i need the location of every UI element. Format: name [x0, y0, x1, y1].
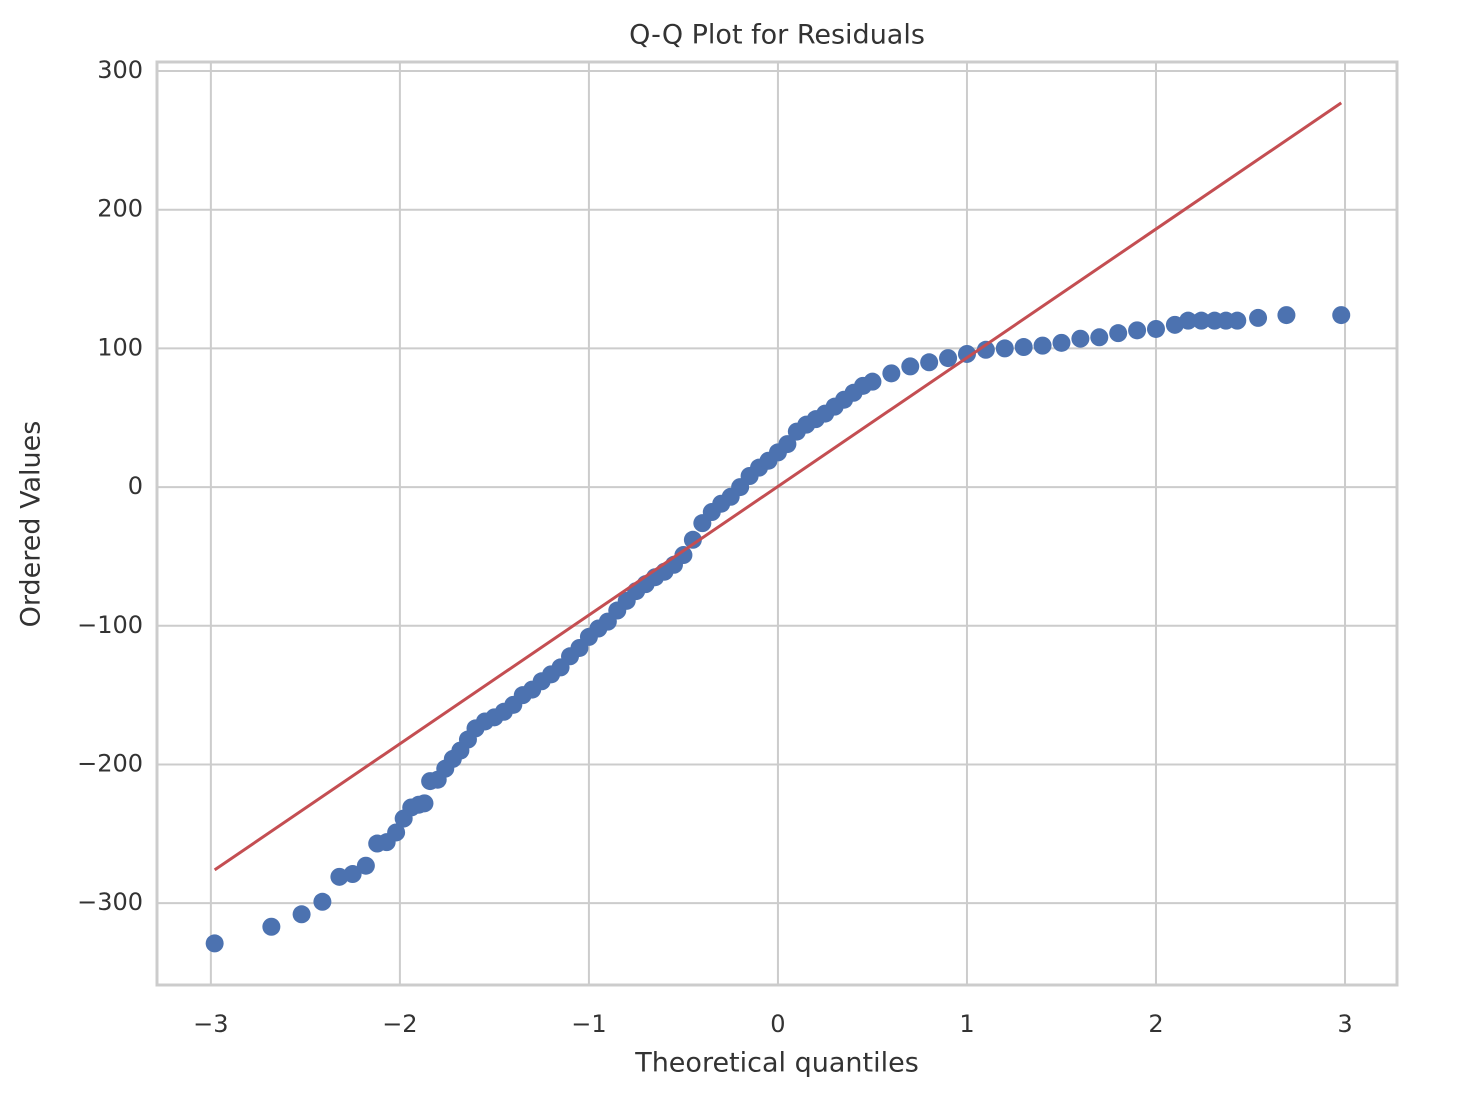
data-point	[205, 934, 224, 953]
data-point	[920, 353, 939, 372]
data-point	[683, 530, 702, 549]
data-point	[387, 823, 406, 842]
data-point	[957, 344, 976, 363]
data-point	[1192, 311, 1211, 330]
y-tick-label: 200	[97, 195, 143, 223]
data-point	[995, 339, 1014, 358]
data-point	[1109, 324, 1128, 343]
y-tick-label: 0	[128, 472, 143, 500]
data-point	[1128, 321, 1147, 340]
data-point	[1033, 336, 1052, 355]
data-point	[292, 905, 311, 924]
x-tick-label: 0	[770, 1010, 785, 1038]
data-point	[901, 357, 920, 376]
data-point	[415, 794, 434, 813]
x-tick-label: 2	[1148, 1010, 1163, 1038]
data-point	[939, 349, 958, 368]
data-point	[1249, 308, 1268, 327]
y-tick-label: 100	[97, 333, 143, 361]
x-tick-label: 3	[1337, 1010, 1352, 1038]
data-point	[976, 340, 995, 359]
data-point	[1277, 306, 1296, 325]
y-axis-label: Ordered Values	[16, 421, 47, 628]
data-point	[262, 917, 281, 936]
data-point	[1052, 333, 1071, 352]
data-point	[863, 372, 882, 391]
x-tick-label: −2	[382, 1010, 417, 1038]
data-point	[1071, 329, 1090, 348]
y-tick-label: 300	[97, 56, 143, 84]
data-point	[356, 856, 375, 875]
data-point	[1179, 311, 1198, 330]
data-point	[343, 865, 362, 884]
x-tick-label: 1	[959, 1010, 974, 1038]
data-point	[1014, 338, 1033, 357]
data-point	[1146, 319, 1165, 338]
x-axis-label: Theoretical quantiles	[634, 1048, 919, 1079]
chart-title: Q-Q Plot for Residuals	[629, 20, 925, 51]
data-point	[1228, 311, 1247, 330]
data-point	[674, 546, 693, 565]
x-tick-label: −1	[571, 1010, 606, 1038]
data-point	[313, 892, 332, 911]
y-tick-label: −100	[77, 611, 143, 639]
y-tick-label: −200	[77, 749, 143, 777]
y-tick-label: −300	[77, 888, 143, 916]
plot-frame	[155, 60, 1399, 987]
data-point	[778, 435, 797, 454]
data-point	[1090, 328, 1109, 347]
fit-line	[213, 101, 1343, 872]
data-point	[1332, 306, 1351, 325]
data-point	[882, 364, 901, 383]
x-tick-label: −3	[193, 1010, 228, 1038]
